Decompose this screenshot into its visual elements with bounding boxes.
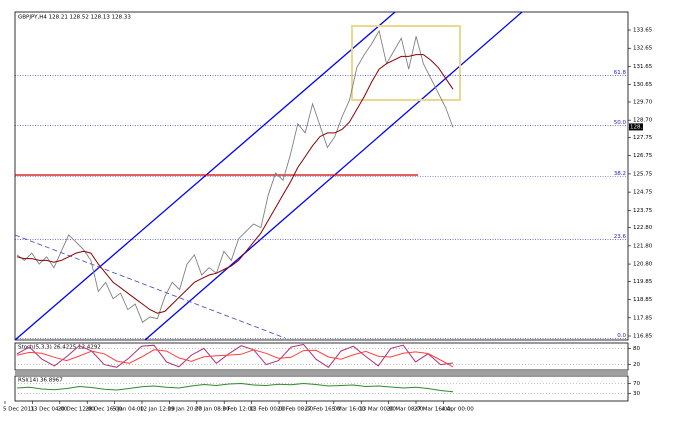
x-tick-label: 20 Feb 08:00 xyxy=(277,407,314,413)
y-tick-label: 133.65 xyxy=(633,28,653,34)
y-tick-label: 124.75 xyxy=(633,190,653,196)
y-tick-label: 127.75 xyxy=(633,135,653,141)
series-line xyxy=(16,54,454,314)
channel-lower xyxy=(144,12,523,340)
y-tick-label: 117.85 xyxy=(633,315,653,321)
x-tick-label: 27 Feb 16:00 xyxy=(304,407,341,413)
x-tick-label: 28 Dec 16:00 xyxy=(85,407,122,413)
highlight-box xyxy=(351,25,461,101)
x-tick-label: 5 Jan 04:00 xyxy=(113,407,145,413)
y-tick-label: 30 xyxy=(633,391,640,397)
x-tick-label: 27 Jan 08:00 xyxy=(195,407,230,413)
y-tick-label: 119.85 xyxy=(633,279,653,285)
x-tick-label: 3 Feb 12:00 xyxy=(222,407,255,413)
y-tick-label: 20 xyxy=(633,362,640,368)
y-tick-label: 121.80 xyxy=(633,243,653,249)
fib-label: 0.0 xyxy=(617,333,626,339)
x-tick-label: 4 Apr 00:00 xyxy=(441,407,474,413)
x-tick-label: 27 Mar 16:00 xyxy=(414,407,451,413)
x-tick-label: 20 Mar 08:00 xyxy=(387,407,424,413)
fib-label: 38.2 xyxy=(614,171,626,177)
x-tick-label: 19 Jan 20:00 xyxy=(167,407,202,413)
fib-label: 23.6 xyxy=(614,234,627,240)
y-tick-label: 130.65 xyxy=(633,82,653,88)
y-tick-label: 70 xyxy=(633,381,640,387)
rsi-panel xyxy=(14,375,629,402)
drawings xyxy=(15,12,523,340)
y-tick-label: 116.85 xyxy=(633,333,653,339)
series-line xyxy=(16,343,454,368)
y-tick-label: 122.80 xyxy=(633,225,653,231)
y-tick-label: 128.70 xyxy=(633,118,653,124)
trend-dashed xyxy=(15,234,286,339)
y-tick-label: 131.65 xyxy=(633,64,653,70)
series-line xyxy=(16,382,454,393)
main-panel xyxy=(14,11,629,341)
x-tick-label: 12 Jan 12:00 xyxy=(140,407,175,413)
y-tick-label: 132.65 xyxy=(633,46,653,52)
price-tag xyxy=(629,123,643,131)
x-tick-label: 13 Mar 00:00 xyxy=(359,407,396,413)
x-tick-label: 5 Dec 2011 xyxy=(3,407,35,413)
rsi-title: RSI(14) 36.8967 xyxy=(18,378,63,384)
y-tick-label: 80 xyxy=(633,346,640,352)
y-tick-label: 118.85 xyxy=(633,297,653,303)
channel-upper xyxy=(15,12,396,340)
stoch-title: Stoch(5,3,3) 26.4225 12.4292 xyxy=(18,345,101,351)
y-tick-label: 120.80 xyxy=(633,262,653,268)
y-tick-label: 126.75 xyxy=(633,153,653,159)
price-tag-label: 128.33 xyxy=(630,124,650,130)
series-line xyxy=(16,349,454,368)
panel-separator xyxy=(15,371,628,375)
x-tick-label: 13 Dec 04:00 xyxy=(30,407,67,413)
fib-label: 50.0 xyxy=(614,120,627,126)
x-tick-label: 13 Feb 00:00 xyxy=(250,407,287,413)
y-tick-label: 123.75 xyxy=(633,208,653,214)
y-tick-label: 129.70 xyxy=(633,99,653,105)
stoch-panel xyxy=(14,342,629,371)
y-tick-label: 125.75 xyxy=(633,171,653,177)
series-line xyxy=(16,29,454,324)
x-tick-label: 20 Dec 12:00 xyxy=(58,407,95,413)
chart-title: GBPJPY,H4 128.21 128.52 128.13 128.33 xyxy=(18,15,131,21)
x-tick-label: 5 Mar 16:00 xyxy=(332,407,366,413)
fib-label: 61.8 xyxy=(614,70,627,76)
